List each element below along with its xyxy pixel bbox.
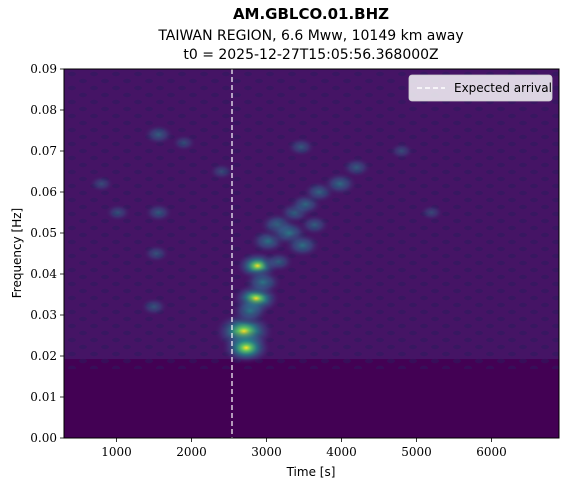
heatmap-hotspot bbox=[297, 213, 332, 236]
x-axis: 1000 2000 3000 4000 5000 6000 bbox=[101, 438, 507, 459]
legend-box bbox=[408, 74, 553, 102]
heatmap-hotspot bbox=[143, 202, 174, 223]
heatmap-hotspot bbox=[141, 123, 176, 146]
heatmap-hotspot bbox=[418, 203, 445, 222]
heatmap-hotspot bbox=[219, 330, 273, 366]
y-tick-label: 0.04 bbox=[30, 267, 57, 281]
legend-label: Expected arrival bbox=[454, 81, 552, 95]
heatmap-hotspot bbox=[104, 202, 132, 223]
x-tick-label: 5000 bbox=[401, 445, 432, 459]
legend: Expected arrival bbox=[408, 74, 553, 102]
heatmap-hotspot bbox=[340, 156, 373, 179]
y-axis: 0.00 0.01 0.02 0.03 0.04 0.05 0.06 0.07 0.08 0.09 bbox=[30, 62, 64, 445]
plot-frame bbox=[63, 68, 560, 439]
heatmap-hotspot bbox=[282, 232, 323, 259]
hotspot-layer bbox=[88, 123, 445, 366]
heatmap-hotspot bbox=[241, 268, 284, 297]
x-tick-label: 3000 bbox=[251, 445, 282, 459]
y-tick-label: 0.01 bbox=[30, 390, 57, 404]
y-tick-label: 0.08 bbox=[30, 103, 57, 117]
y-tick-label: 0.07 bbox=[30, 144, 57, 158]
heatmap-hotspot bbox=[285, 136, 317, 158]
heatmap-hotspot bbox=[261, 250, 296, 273]
y-tick-label: 0.02 bbox=[30, 349, 57, 363]
chart-subtitle-event: TAIWAN REGION, 6.6 Mww, 10149 km away bbox=[157, 28, 463, 44]
chart-subtitle-t0: t0 = 2025-12-27T15:05:56.368000Z bbox=[183, 47, 438, 63]
heatmap-hotspot bbox=[321, 171, 359, 197]
x-tick-label: 6000 bbox=[476, 445, 507, 459]
chart-title: AM.GBLCO.01.BHZ bbox=[233, 5, 389, 23]
heatmap-hotspot bbox=[208, 162, 235, 181]
heatmap-hotspot bbox=[388, 141, 415, 161]
heatmap-hotspot bbox=[141, 243, 171, 264]
spectrogram-plot-area bbox=[64, 69, 559, 438]
x-axis-label: Time [s] bbox=[286, 465, 336, 479]
heatmap-hotspot bbox=[139, 296, 169, 317]
noise-band-lower bbox=[64, 359, 559, 438]
x-tick-label: 1000 bbox=[101, 445, 132, 459]
y-tick-label: 0.06 bbox=[30, 185, 57, 199]
y-tick-label: 0.09 bbox=[30, 62, 57, 76]
heatmap-hotspot bbox=[88, 174, 115, 193]
y-tick-label: 0.05 bbox=[30, 226, 57, 240]
y-tick-label: 0.03 bbox=[30, 308, 57, 322]
x-tick-label: 4000 bbox=[326, 445, 357, 459]
heatmap-hotspot bbox=[229, 296, 271, 325]
x-tick-label: 2000 bbox=[176, 445, 207, 459]
y-axis-label: Frequency [Hz] bbox=[10, 208, 24, 299]
heatmap-hotspot bbox=[170, 133, 198, 152]
y-tick-label: 0.00 bbox=[30, 431, 57, 445]
